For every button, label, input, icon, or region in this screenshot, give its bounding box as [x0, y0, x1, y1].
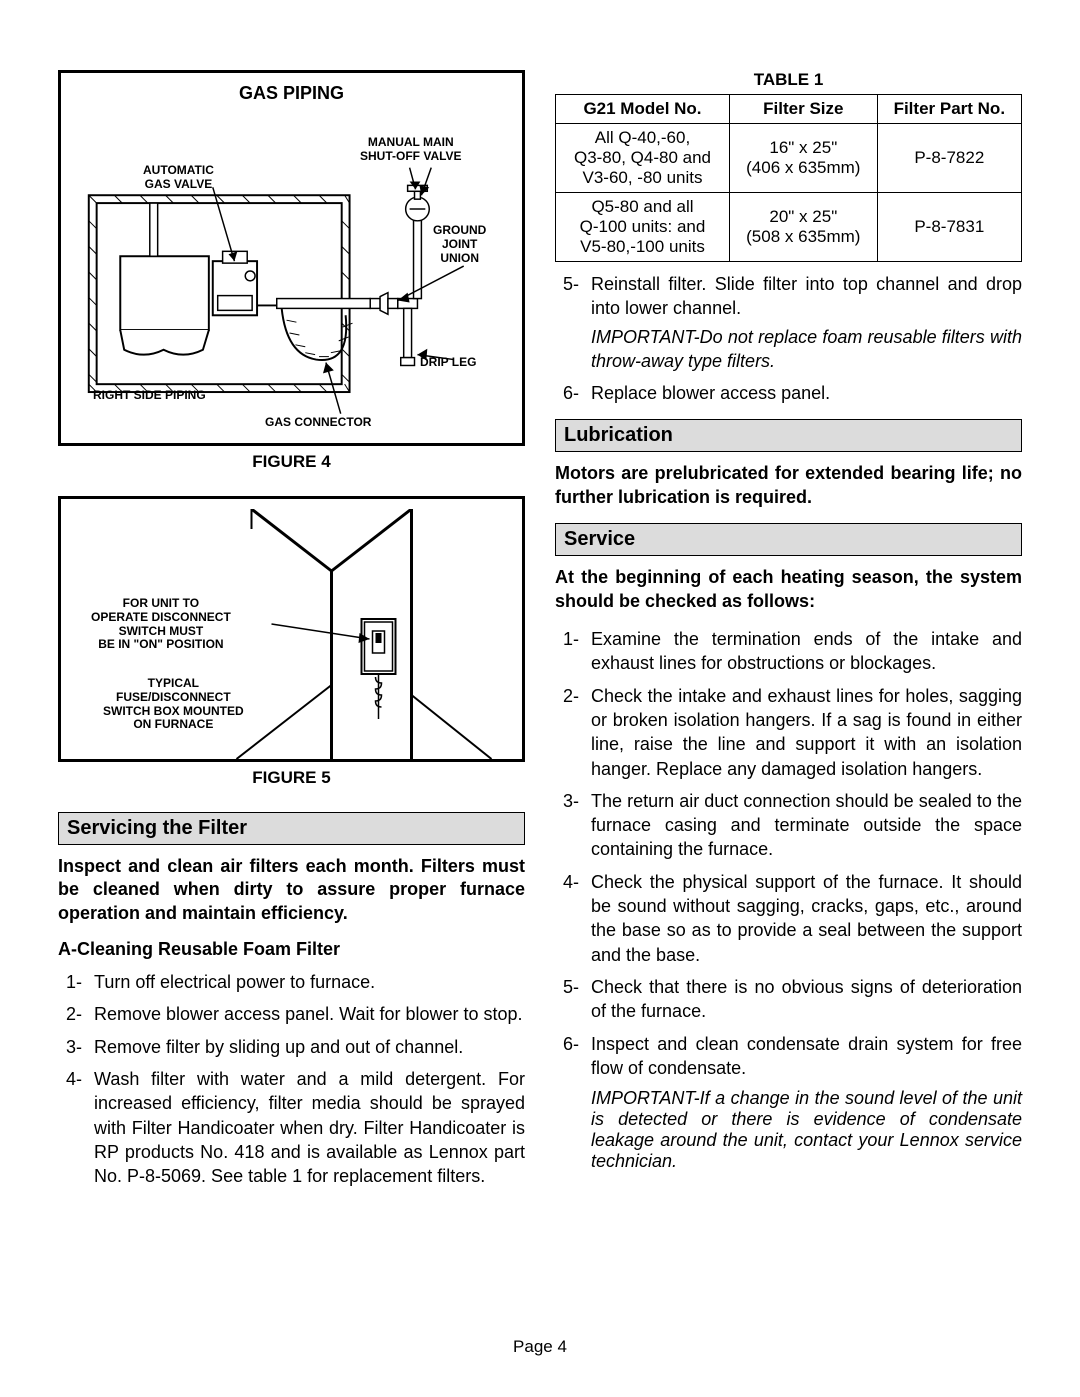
fig5-label-operate: FOR UNIT TOOPERATE DISCONNECTSWITCH MUST… — [91, 597, 231, 652]
table-row: Q5-80 and allQ-100 units: andV5-80,-100 … — [556, 193, 1022, 262]
figure5-box: FOR UNIT TOOPERATE DISCONNECTSWITCH MUST… — [58, 496, 525, 762]
table-cell: Q5-80 and allQ-100 units: andV5-80,-100 … — [556, 193, 730, 262]
figure4-caption: FIGURE 4 — [58, 452, 525, 472]
list-body: The return air duct connection should be… — [591, 789, 1022, 862]
list-body: Wash filter with water and a mild deterg… — [94, 1067, 525, 1188]
after-table-list: 5- Reinstall filter. Slide filter into t… — [555, 272, 1022, 405]
service-header: Service — [555, 523, 1022, 556]
list-body: Check that there is no obvious signs of … — [591, 975, 1022, 1024]
list-num: 3- — [58, 1035, 94, 1059]
fig4-label-auto: AUTOMATICGAS VALVE — [143, 164, 214, 192]
table1-caption: TABLE 1 — [555, 70, 1022, 90]
list-num: 4- — [555, 870, 591, 967]
list-num: 2- — [555, 684, 591, 781]
filter-list: 1-Turn off electrical power to furnace.2… — [58, 970, 525, 1188]
list-item: 3-Remove filter by sliding up and out of… — [58, 1035, 525, 1059]
list-item: 5- Reinstall filter. Slide filter into t… — [555, 272, 1022, 373]
right-column: TABLE 1 G21 Model No.Filter SizeFilter P… — [555, 70, 1022, 1197]
table1: G21 Model No.Filter SizeFilter Part No. A… — [555, 94, 1022, 262]
left-column: GAS PIPING — [58, 70, 525, 1197]
list-item: 3-The return air duct connection should … — [555, 789, 1022, 862]
list-body: Examine the termination ends of the inta… — [591, 627, 1022, 676]
service-list: 1-Examine the termination ends of the in… — [555, 627, 1022, 1080]
list-item: 1-Examine the termination ends of the in… — [555, 627, 1022, 676]
list-num: 6- — [555, 1032, 591, 1081]
fig4-label-drip: DRIP LEG — [420, 356, 476, 370]
list-num: 1- — [58, 970, 94, 994]
list-item: 4-Check the physical support of the furn… — [555, 870, 1022, 967]
list-item: 4-Wash filter with water and a mild dete… — [58, 1067, 525, 1188]
table-cell: All Q-40,-60,Q3-80, Q4-80 andV3-60, -80 … — [556, 124, 730, 193]
lubrication-text: Motors are prelubricated for extended be… — [555, 462, 1022, 509]
table-cell: 16" x 25"(406 x 635mm) — [729, 124, 877, 193]
lubrication-header: Lubrication — [555, 419, 1022, 452]
item6-text: Replace blower access panel. — [591, 381, 1022, 405]
fig4-label-ground: GROUNDJOINTUNION — [433, 224, 486, 265]
table-cell: P-8-7831 — [877, 193, 1021, 262]
list-num: 5- — [555, 272, 591, 373]
list-item: 6-Inspect and clean condensate drain sys… — [555, 1032, 1022, 1081]
list-num: 6- — [555, 381, 591, 405]
figure5-caption: FIGURE 5 — [58, 768, 525, 788]
figure4-title: GAS PIPING — [75, 83, 508, 104]
service-important: IMPORTANT-If a change in the sound level… — [591, 1088, 1022, 1172]
list-body: Reinstall filter. Slide filter into top … — [591, 272, 1022, 373]
filter-intro: Inspect and clean air filters each month… — [58, 855, 525, 925]
list-item: 6- Replace blower access panel. — [555, 381, 1022, 405]
list-num: 5- — [555, 975, 591, 1024]
important5: IMPORTANT-Do not replace foam reusable f… — [591, 325, 1022, 374]
table-header: Filter Part No. — [877, 95, 1021, 124]
list-body: Check the intake and exhaust lines for h… — [591, 684, 1022, 781]
table-cell: 20" x 25"(508 x 635mm) — [729, 193, 877, 262]
fig4-label-connector: GAS CONNECTOR — [265, 416, 371, 430]
table-cell: P-8-7822 — [877, 124, 1021, 193]
list-body: Remove blower access panel. Wait for blo… — [94, 1002, 525, 1026]
service-intro: At the beginning of each heating season,… — [555, 566, 1022, 613]
table-row: All Q-40,-60,Q3-80, Q4-80 andV3-60, -80 … — [556, 124, 1022, 193]
item5-text: Reinstall filter. Slide filter into top … — [591, 274, 1022, 318]
list-num: 1- — [555, 627, 591, 676]
filter-header: Servicing the Filter — [58, 812, 525, 845]
table-header: G21 Model No. — [556, 95, 730, 124]
list-num: 3- — [555, 789, 591, 862]
list-item: 5-Check that there is no obvious signs o… — [555, 975, 1022, 1024]
filter-subA: A-Cleaning Reusable Foam Filter — [58, 939, 525, 960]
figure4-box: GAS PIPING — [58, 70, 525, 446]
list-num: 4- — [58, 1067, 94, 1188]
page-number: Page 4 — [0, 1337, 1080, 1357]
list-body: Inspect and clean condensate drain syste… — [591, 1032, 1022, 1081]
fig5-label-typical: TYPICALFUSE/DISCONNECTSWITCH BOX MOUNTED… — [103, 677, 244, 732]
list-body: Remove filter by sliding up and out of c… — [94, 1035, 525, 1059]
list-num: 2- — [58, 1002, 94, 1026]
list-item: 2-Remove blower access panel. Wait for b… — [58, 1002, 525, 1026]
list-item: 2-Check the intake and exhaust lines for… — [555, 684, 1022, 781]
list-body: Turn off electrical power to furnace. — [94, 970, 525, 994]
two-column-layout: GAS PIPING — [58, 70, 1022, 1197]
list-body: Check the physical support of the furnac… — [591, 870, 1022, 967]
list-item: 1-Turn off electrical power to furnace. — [58, 970, 525, 994]
fig4-label-right: RIGHT SIDE PIPING — [93, 389, 206, 403]
table-header: Filter Size — [729, 95, 877, 124]
fig4-label-manual: MANUAL MAINSHUT-OFF VALVE — [360, 136, 462, 164]
